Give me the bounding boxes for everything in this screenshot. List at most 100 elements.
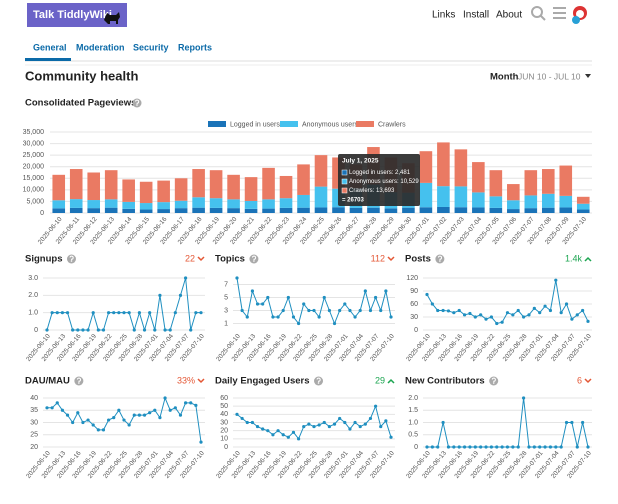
menu-icon[interactable] bbox=[553, 7, 566, 19]
point bbox=[532, 445, 536, 449]
point bbox=[122, 311, 126, 315]
y-tick-label: 2.0 bbox=[28, 292, 38, 299]
point bbox=[50, 406, 54, 410]
point bbox=[322, 420, 326, 425]
help-dot bbox=[439, 260, 441, 262]
point bbox=[107, 311, 111, 315]
point bbox=[65, 413, 70, 417]
avatar[interactable] bbox=[572, 6, 587, 24]
point bbox=[564, 420, 569, 425]
chart-title: Posts bbox=[405, 254, 431, 265]
point bbox=[495, 445, 499, 449]
bar-segment bbox=[419, 207, 433, 213]
y-tick-label: 30 bbox=[410, 314, 418, 321]
trend-value: 33% bbox=[177, 375, 195, 385]
tab[interactable]: Moderation bbox=[76, 42, 125, 52]
bar-segment bbox=[507, 200, 520, 210]
point bbox=[484, 445, 488, 449]
search-icon[interactable] bbox=[531, 6, 546, 21]
bar-segment bbox=[174, 200, 188, 209]
point bbox=[368, 416, 373, 421]
bar-segment bbox=[472, 207, 485, 213]
bar-segment bbox=[576, 209, 590, 213]
nav-link[interactable]: About bbox=[496, 10, 522, 21]
point bbox=[276, 429, 280, 433]
help-mark bbox=[76, 377, 81, 383]
bar-segment bbox=[174, 208, 188, 213]
point bbox=[358, 308, 362, 313]
bar-segment bbox=[367, 207, 380, 213]
point bbox=[291, 315, 296, 319]
bar-segment bbox=[384, 208, 398, 213]
point bbox=[581, 420, 585, 425]
bar-segment bbox=[157, 202, 170, 210]
point bbox=[266, 295, 270, 300]
tab[interactable]: General bbox=[33, 42, 67, 52]
help-mark bbox=[251, 255, 257, 261]
bar-segment bbox=[279, 175, 293, 199]
y-tick-label: 30,000 bbox=[23, 140, 45, 147]
point bbox=[468, 311, 472, 316]
point bbox=[297, 437, 301, 441]
nav-link[interactable]: Links bbox=[432, 10, 455, 21]
bar-segment bbox=[314, 207, 328, 213]
help-dot bbox=[78, 382, 80, 384]
bar-segment bbox=[52, 174, 66, 201]
point bbox=[511, 313, 515, 317]
point bbox=[457, 445, 461, 449]
point bbox=[343, 302, 347, 306]
tooltip-swatch bbox=[341, 169, 348, 176]
point bbox=[374, 295, 378, 300]
point bbox=[495, 321, 499, 326]
bar-segment bbox=[139, 203, 153, 210]
nav-link[interactable]: Install bbox=[463, 10, 489, 21]
point bbox=[158, 416, 162, 420]
point bbox=[96, 428, 100, 432]
point bbox=[194, 403, 198, 407]
point bbox=[527, 313, 531, 317]
point bbox=[286, 295, 290, 300]
point bbox=[163, 396, 167, 400]
tooltip-line: Logged in users: 2,481 bbox=[349, 170, 411, 176]
logo-text: Talk TiddlyWiki bbox=[33, 9, 112, 21]
point bbox=[101, 428, 106, 432]
point bbox=[384, 419, 388, 423]
legend-label: Anonymous users bbox=[302, 121, 359, 128]
tab[interactable]: Security bbox=[133, 42, 169, 52]
bar-segment bbox=[576, 203, 590, 210]
help-dot bbox=[253, 260, 255, 262]
point bbox=[132, 413, 136, 417]
point bbox=[81, 328, 85, 332]
bar-segment bbox=[87, 200, 101, 209]
tab[interactable]: Reports bbox=[178, 42, 212, 52]
point bbox=[271, 433, 275, 437]
trend-value: 29 bbox=[375, 375, 385, 385]
y-tick-label: 3 bbox=[224, 307, 228, 314]
point bbox=[516, 308, 520, 313]
point bbox=[363, 422, 367, 426]
bar-segment bbox=[192, 207, 205, 213]
point bbox=[307, 308, 311, 313]
point bbox=[240, 308, 244, 313]
y-tick-label: 20,000 bbox=[23, 164, 45, 171]
point bbox=[543, 445, 547, 449]
bar-segment bbox=[576, 196, 590, 204]
y-tick-label: 7 bbox=[224, 281, 228, 288]
point bbox=[189, 328, 193, 332]
bar-segment bbox=[209, 207, 223, 213]
bar-segment bbox=[472, 162, 485, 193]
point bbox=[379, 424, 383, 429]
point bbox=[199, 440, 203, 444]
tooltip-line: Anonymous users: 10,529 bbox=[349, 179, 419, 185]
point bbox=[554, 445, 558, 449]
tooltip-swatch bbox=[341, 187, 348, 194]
bar-segment bbox=[279, 198, 293, 208]
point bbox=[425, 445, 429, 449]
point bbox=[363, 289, 367, 293]
tooltip-title: July 1, 2025 bbox=[342, 158, 379, 165]
bar-segment bbox=[262, 208, 275, 213]
bar-segment bbox=[174, 178, 188, 201]
bar-segment bbox=[244, 200, 258, 209]
bar-segment bbox=[507, 184, 520, 201]
point bbox=[452, 311, 456, 315]
